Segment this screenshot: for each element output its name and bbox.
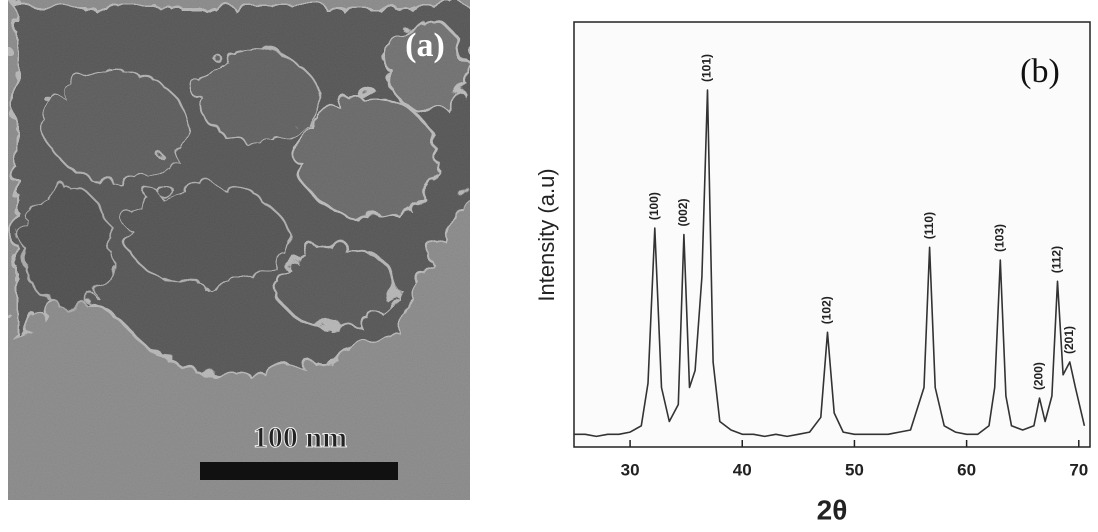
x-tick-label: 40 (733, 460, 752, 479)
peak-label: (100) (647, 192, 661, 220)
x-tick-label: 50 (845, 460, 864, 479)
x-tick-label: 60 (957, 460, 976, 479)
peak-label: (110) (922, 212, 936, 239)
peak-label: (201) (1062, 326, 1076, 354)
peak-label: (002) (676, 198, 690, 226)
x-axis-label: 2θ (817, 494, 848, 525)
tem-image (8, 0, 470, 500)
panel-label: (a) (405, 27, 445, 64)
scale-bar (200, 462, 398, 480)
y-axis-label: Intensity (a.u) (534, 168, 559, 301)
xrd-line (574, 89, 1086, 438)
xrd-chart: (b) Intensity (a.u) 2θ 30 40 50 60 70 (100) (0… (534, 21, 1091, 525)
x-tick-label: 70 (1069, 460, 1088, 479)
peak-label: (102) (820, 296, 834, 324)
x-tick-label: 30 (621, 460, 640, 479)
peak-label: (103) (992, 224, 1006, 252)
peak-label: (112) (1050, 246, 1064, 273)
plot-frame (573, 21, 1091, 448)
scale-bar-label: 100 nm (253, 421, 347, 454)
panel-label: (b) (1020, 53, 1060, 90)
peak-label: (200) (1032, 362, 1046, 390)
peak-label: (101) (700, 54, 714, 82)
